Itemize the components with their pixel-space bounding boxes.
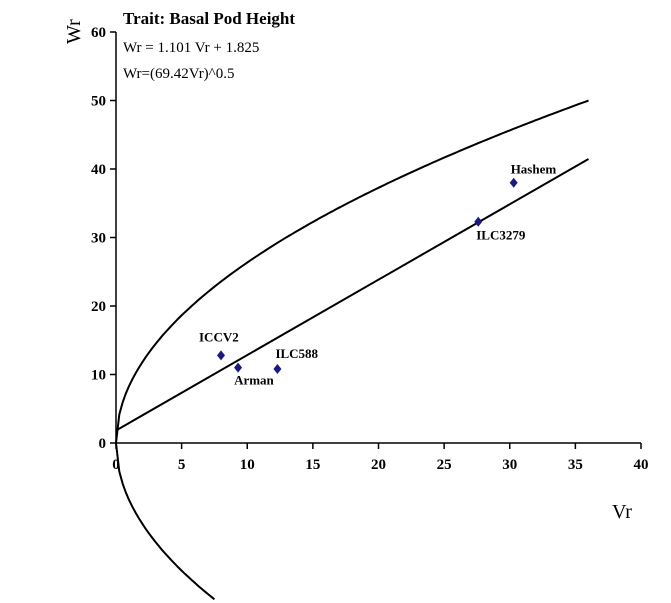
- parabola-equation: Wr=(69.42Vr)^0.5: [123, 66, 234, 82]
- x-tick-label: 30: [502, 457, 517, 473]
- data-point: [217, 350, 225, 361]
- data-point-label: ILC3279: [476, 228, 526, 243]
- axes: 0 5 10 15 20 25 30 35 40 0 10 20 30 40 50 60: [91, 25, 649, 473]
- x-tick-label: 35: [568, 457, 583, 473]
- y-tick-label: 10: [91, 368, 106, 384]
- x-tick-label: 0: [112, 457, 120, 473]
- x-tick-label: 10: [240, 457, 255, 473]
- x-tick-label: 15: [305, 457, 320, 473]
- data-point: [234, 362, 243, 373]
- regression-equation: Wr = 1.101 Vr + 1.825: [123, 40, 259, 56]
- x-axis-title: Vr: [612, 501, 632, 523]
- x-tick-label: 25: [437, 457, 452, 473]
- data-point: [273, 364, 282, 375]
- chart-title: Trait: Basal Pod Height: [123, 9, 295, 28]
- data-point-label: ILC588: [275, 346, 318, 361]
- regression-line: [115, 158, 589, 432]
- y-tick-label: 40: [91, 162, 106, 178]
- parabola-upper-branch: [115, 99, 589, 444]
- y-tick-label: 50: [91, 94, 106, 110]
- y-tick-label: 0: [99, 436, 107, 452]
- x-tick-label: 5: [178, 457, 186, 473]
- y-tick-label: 30: [91, 231, 106, 247]
- y-tick-label: 60: [91, 25, 106, 41]
- data-point-label: Arman: [234, 373, 274, 388]
- y-axis-title: Wr: [63, 19, 85, 44]
- data-point-label: Hashem: [511, 162, 557, 177]
- x-tick-label: 20: [371, 457, 386, 473]
- y-tick-label: 20: [91, 299, 106, 315]
- data-point: [474, 216, 483, 227]
- data-point-label: ICCV2: [199, 329, 239, 344]
- data-point: [509, 177, 518, 188]
- x-tick-label: 40: [634, 457, 649, 473]
- parabola-lower-branch: [115, 442, 216, 601]
- curves: [115, 99, 589, 601]
